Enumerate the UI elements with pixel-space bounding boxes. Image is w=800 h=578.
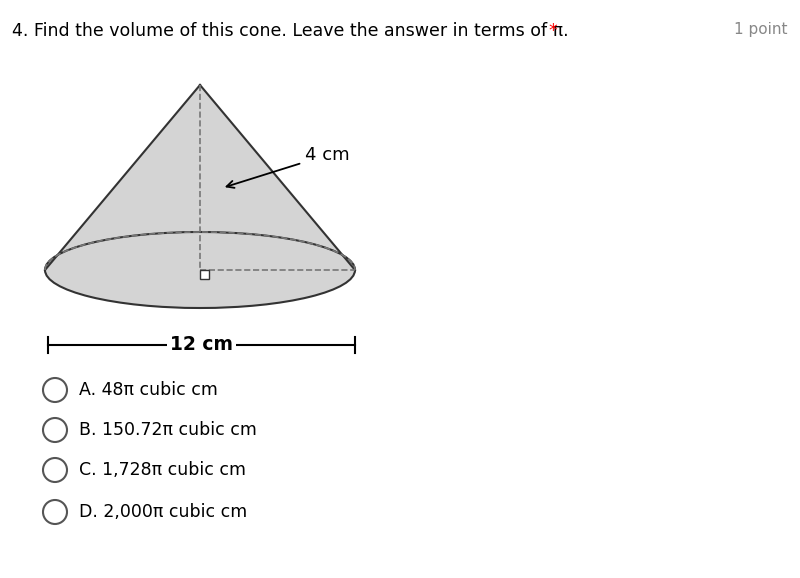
Polygon shape — [200, 270, 209, 279]
Text: 4. Find the volume of this cone. Leave the answer in terms of π.: 4. Find the volume of this cone. Leave t… — [12, 22, 569, 40]
Text: 1 point: 1 point — [734, 22, 788, 37]
Polygon shape — [45, 85, 355, 270]
Text: C. 1,728π cubic cm: C. 1,728π cubic cm — [79, 461, 246, 479]
Text: A. 48π cubic cm: A. 48π cubic cm — [79, 381, 218, 399]
Text: D. 2,000π cubic cm: D. 2,000π cubic cm — [79, 503, 247, 521]
Text: 12 cm: 12 cm — [170, 335, 233, 354]
Text: 4 cm: 4 cm — [226, 146, 350, 188]
Text: *: * — [548, 22, 557, 40]
Text: B. 150.72π cubic cm: B. 150.72π cubic cm — [79, 421, 257, 439]
Ellipse shape — [45, 232, 355, 308]
